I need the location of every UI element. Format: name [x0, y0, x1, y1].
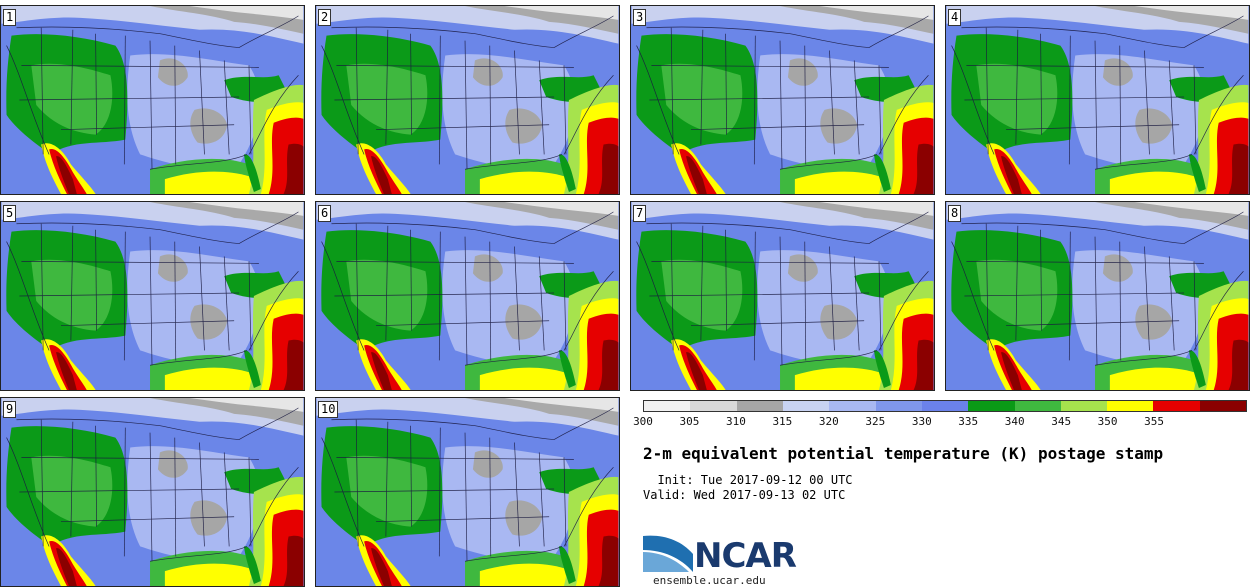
valid-time: Valid: Wed 2017-09-13 02 UTC — [643, 488, 846, 502]
panel-number: 4 — [948, 9, 962, 26]
color-legend-labels: 300 305 310 315 320 325 330 335 340 345 350 355 — [633, 415, 1247, 429]
map-panel-8: 8 — [945, 201, 1250, 391]
colorbar-tick-label: 300 — [633, 415, 653, 428]
colorbar-tick-label: 330 — [911, 415, 932, 428]
map-image — [631, 6, 934, 194]
map-panel-7: 7 — [630, 201, 935, 391]
colorbar-tick-label: 320 — [818, 415, 839, 428]
colorbar-segment — [968, 401, 1015, 411]
colorbar-tick-label: 335 — [958, 415, 979, 428]
colorbar-tick-label: 315 — [772, 415, 793, 428]
map-image — [1, 398, 304, 586]
colorbar-segment — [1014, 401, 1061, 411]
colorbar-tick-label: 340 — [1004, 415, 1025, 428]
colorbar-tick-label: 305 — [679, 415, 700, 428]
ncar-logo-icon — [643, 535, 693, 572]
panel-number: 6 — [318, 205, 332, 222]
colorbar-segment — [1107, 401, 1154, 411]
map-panel-5: 5 — [0, 201, 305, 391]
colorbar-tick-label: 325 — [865, 415, 886, 428]
colorbar-tick-label: 350 — [1097, 415, 1118, 428]
map-image — [946, 202, 1249, 390]
panel-number: 5 — [3, 205, 17, 222]
map-panel-10: 10 — [315, 397, 620, 587]
panel-number: 3 — [633, 9, 647, 26]
colorbar-segment — [782, 401, 830, 411]
map-image — [1, 6, 304, 194]
map-panel-2: 2 — [315, 5, 620, 195]
colorbar-segment — [1153, 401, 1200, 411]
init-time: Init: Tue 2017-09-12 00 UTC — [643, 473, 853, 487]
map-image — [631, 202, 934, 390]
panel-number: 7 — [633, 205, 647, 222]
colorbar-segment — [829, 401, 876, 411]
map-image — [316, 202, 619, 390]
colorbar-segment — [921, 401, 969, 411]
website-text: ensemble.ucar.edu — [653, 574, 766, 587]
color-legend-bar — [643, 400, 1247, 412]
map-image — [316, 398, 619, 586]
colorbar-tick-label: 355 — [1144, 415, 1164, 428]
map-image — [946, 6, 1249, 194]
map-panel-4: 4 — [945, 5, 1250, 195]
panel-number: 1 — [3, 9, 17, 26]
map-panel-1: 1 — [0, 5, 305, 195]
map-panel-9: 9 — [0, 397, 305, 587]
colorbar-tick-label: 345 — [1051, 415, 1072, 428]
colorbar-tick-label: 310 — [725, 415, 746, 428]
panel-number: 10 — [318, 401, 339, 418]
colorbar-segment — [736, 401, 783, 411]
panel-number: 8 — [948, 205, 962, 222]
logo-wordmark: NCAR — [694, 536, 797, 576]
colorbar-segment — [690, 401, 737, 411]
colorbar-segment — [1199, 401, 1247, 411]
map-image — [1, 202, 304, 390]
figure-title: 2-m equivalent potential temperature (K)… — [643, 444, 1164, 463]
panel-number: 9 — [3, 401, 17, 418]
panel-number: 2 — [318, 9, 332, 26]
colorbar-segment — [875, 401, 922, 411]
colorbar-segment — [1060, 401, 1108, 411]
map-panel-6: 6 — [315, 201, 620, 391]
map-image — [316, 6, 619, 194]
map-panel-3: 3 — [630, 5, 935, 195]
colorbar-segment — [644, 401, 691, 411]
